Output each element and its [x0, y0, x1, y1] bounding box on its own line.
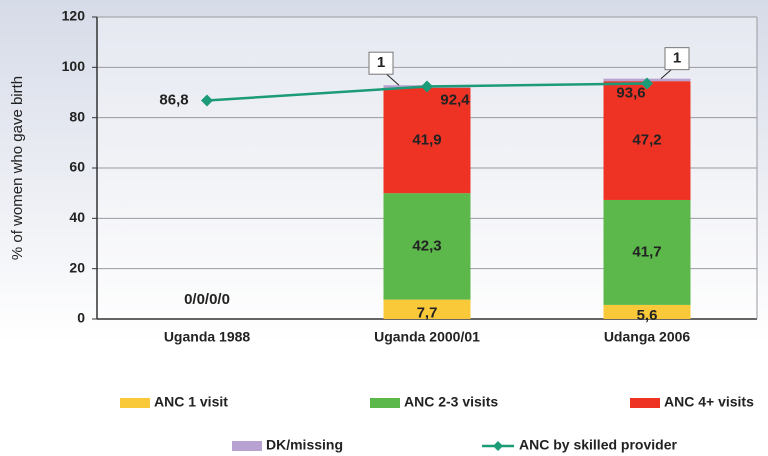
data-label: 41,9: [412, 131, 441, 148]
y-tick-label: 0: [77, 310, 85, 326]
bar-segment: [603, 199, 691, 305]
x-tick-label: Uganda 1988: [164, 329, 251, 345]
y-tick-label: 100: [62, 58, 86, 74]
y-tick-label: 80: [69, 108, 85, 124]
data-label: 41,7: [632, 243, 661, 260]
y-tick-label: 20: [69, 259, 85, 275]
bar-segment: [383, 87, 471, 194]
legend-label: ANC 2-3 visits: [404, 394, 498, 410]
data-label: 47,2: [632, 132, 661, 149]
line-marker: [641, 77, 653, 90]
line-marker: [201, 94, 213, 107]
legend-swatch: [232, 441, 262, 451]
data-label: 93,6: [616, 84, 645, 101]
data-label: 1: [673, 50, 681, 67]
data-label: 5,6: [637, 307, 658, 324]
data-label: 92,4: [440, 91, 470, 108]
y-tick-label: 120: [62, 8, 86, 24]
legend-label: ANC 1 visit: [154, 394, 228, 410]
bar-segment: [603, 304, 691, 319]
y-tick-label: 60: [69, 159, 85, 175]
legend-label: ANC 4+ visits: [664, 394, 754, 410]
callout-box: [368, 51, 394, 75]
line-marker: [421, 80, 433, 93]
bar-segment: [603, 81, 691, 200]
annotation: 0/0/0/0: [184, 291, 230, 308]
legend-swatch: [120, 398, 150, 408]
legend-swatch: [630, 398, 660, 408]
callout-box: [664, 47, 690, 71]
data-label: 7,7: [417, 304, 438, 321]
legend-swatch: [370, 398, 400, 408]
y-axis-label: % of women who gave birth: [9, 76, 26, 260]
x-tick-label: Udanga 2006: [604, 329, 691, 345]
legend-marker: [493, 441, 503, 451]
data-label: 86,8: [159, 92, 188, 109]
y-tick-label: 40: [69, 209, 85, 225]
bar-segment: [383, 299, 471, 319]
legend-label: DK/missing: [266, 437, 343, 453]
data-label: 1: [377, 54, 385, 71]
data-label: 42,3: [412, 237, 441, 254]
legend-label: ANC by skilled provider: [519, 437, 677, 453]
bar-segment: [383, 193, 471, 300]
x-tick-label: Uganda 2000/01: [374, 329, 480, 345]
